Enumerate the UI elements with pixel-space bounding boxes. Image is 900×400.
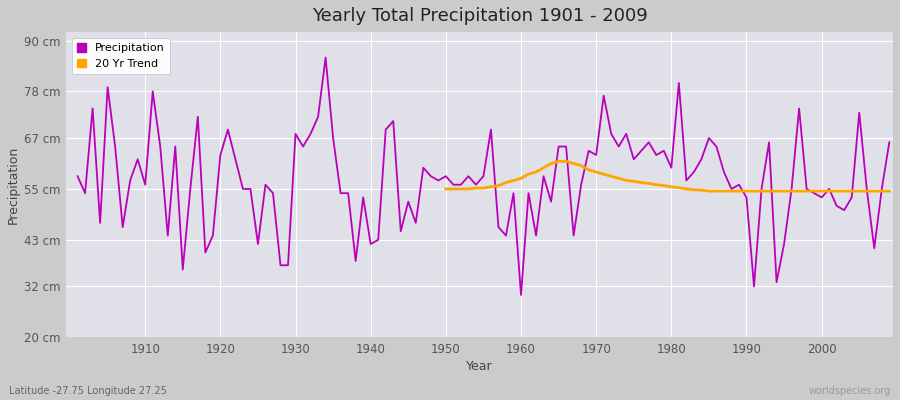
- Title: Yearly Total Precipitation 1901 - 2009: Yearly Total Precipitation 1901 - 2009: [311, 7, 647, 25]
- Legend: Precipitation, 20 Yr Trend: Precipitation, 20 Yr Trend: [72, 38, 170, 74]
- Text: worldspecies.org: worldspecies.org: [809, 386, 891, 396]
- Text: Latitude -27.75 Longitude 27.25: Latitude -27.75 Longitude 27.25: [9, 386, 166, 396]
- Y-axis label: Precipitation: Precipitation: [7, 146, 20, 224]
- X-axis label: Year: Year: [466, 360, 493, 373]
